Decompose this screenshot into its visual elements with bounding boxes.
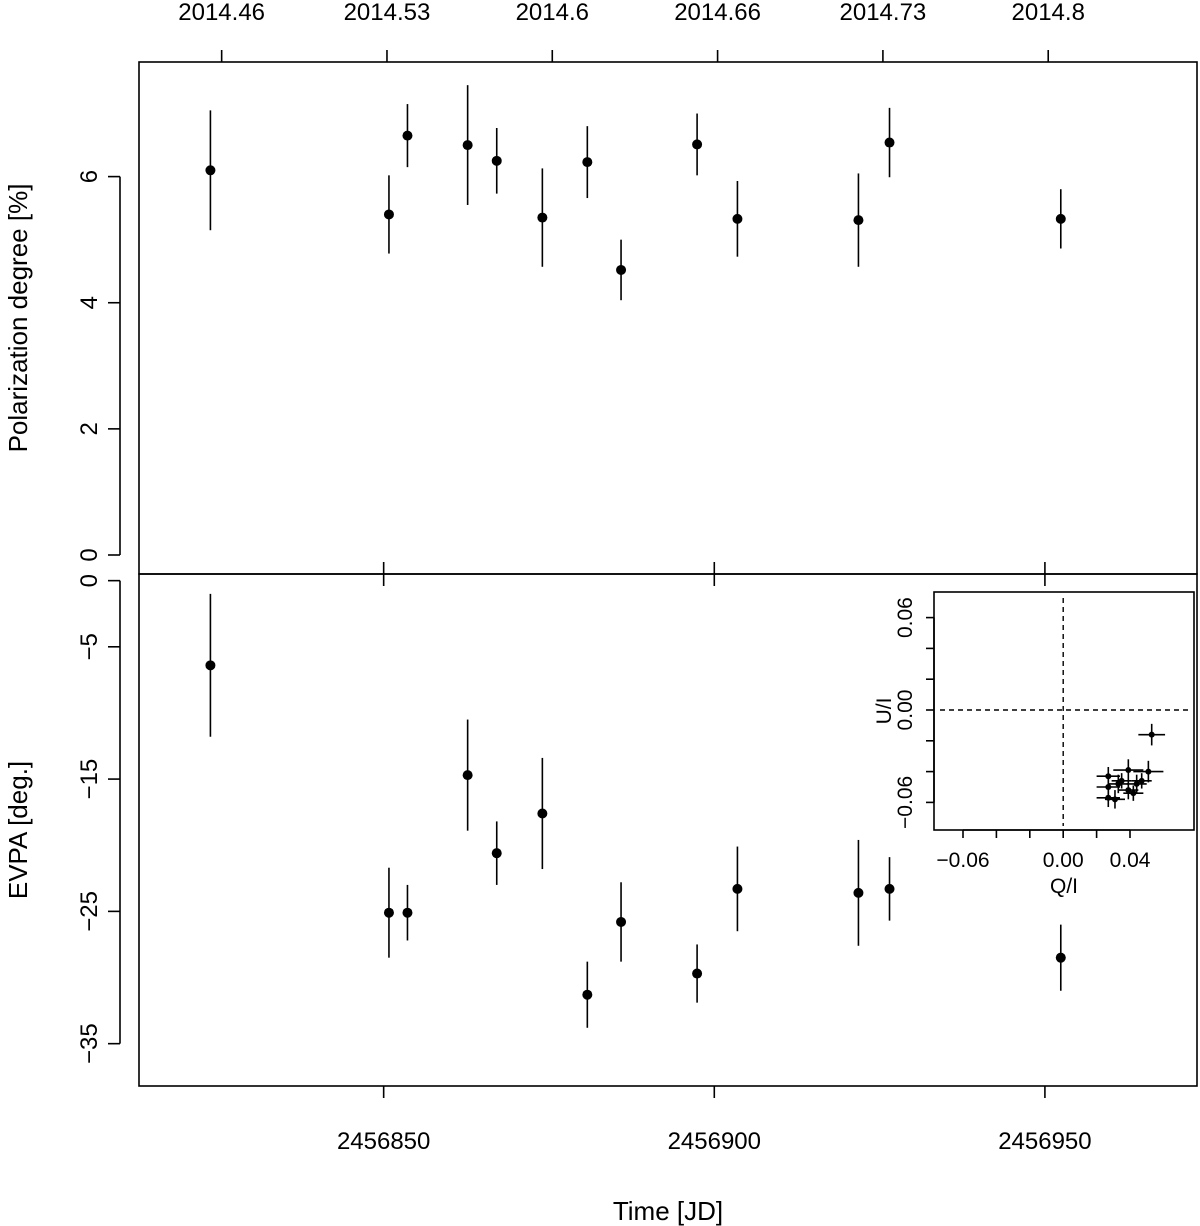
polarization-point: [205, 165, 216, 176]
top-axis-tick-label: 2014.8: [1012, 0, 1085, 26]
polarization-y-label: Polarization degree [%]: [3, 184, 33, 453]
inset-x-tick-label: 0.00: [1043, 849, 1084, 872]
inset-y-tick-label: 0.06: [894, 597, 917, 638]
polarization-point: [383, 209, 394, 220]
inset-x-tick-label: 0.04: [1110, 849, 1151, 872]
polarization-point: [616, 264, 627, 275]
evpa-y-tick-label: −35: [76, 1023, 103, 1064]
inset-point: [1125, 787, 1132, 794]
time-x-label: Time [JD]: [613, 1196, 723, 1226]
top-year-axis: 2014.46 2014.53 2014.6 2014.66 2014.73 2014.8: [178, 0, 1085, 62]
evpa-point: [616, 916, 627, 927]
polarization-point: [732, 213, 743, 224]
evpa-point: [692, 968, 703, 979]
polarization-point: [582, 157, 593, 168]
inset-point: [1145, 768, 1152, 775]
jd-x-axis: 2456850 2456900 2456950: [337, 562, 1092, 1155]
inset-y-label: U/I: [873, 698, 896, 725]
evpa-point: [884, 883, 895, 894]
polarization-y-tick-label: 0: [76, 548, 103, 561]
inset-point: [1111, 796, 1118, 803]
inset-axes: −0.06 0.00 0.04 −0.06 0.00 0.06: [894, 597, 1190, 872]
polarization-y-tick-label: 2: [76, 422, 103, 435]
polarization-point: [853, 215, 864, 226]
polarization-y-tick-label: 6: [76, 170, 103, 183]
evpa-point: [732, 883, 743, 894]
jd-x-tick-label: 2456950: [998, 1128, 1091, 1155]
evpa-point: [1055, 952, 1066, 963]
inset-point: [1148, 731, 1155, 738]
top-axis-tick-label: 2014.53: [344, 0, 431, 26]
top-axis-tick-label: 2014.73: [840, 0, 927, 26]
top-axis-tick-label: 2014.66: [674, 0, 761, 26]
top-axis-tick-label: 2014.6: [516, 0, 589, 26]
inset-x-label: Q/I: [1050, 875, 1078, 898]
evpa-y-tick-label: −5: [76, 633, 103, 660]
evpa-series: [205, 593, 1066, 1028]
evpa-y-axis: 0 −5 −15 −25 −35: [76, 574, 121, 1064]
inset-point: [1138, 777, 1145, 784]
inset-point: [1105, 784, 1112, 790]
inset-x-tick-label: −0.06: [936, 849, 989, 872]
inset-panel-frame: [933, 591, 1195, 831]
evpa-point: [491, 848, 502, 859]
evpa-point: [205, 660, 216, 671]
inset-point: [1133, 780, 1140, 787]
polarization-point: [491, 155, 502, 166]
evpa-point: [462, 770, 473, 781]
polarization-point: [884, 137, 895, 148]
jd-x-tick-label: 2456850: [337, 1128, 430, 1155]
polarization-y-axis: 0 2 4 6: [76, 170, 121, 562]
jd-x-tick-label: 2456900: [668, 1128, 761, 1155]
evpa-y-tick-label: −25: [76, 891, 103, 932]
inset-qu-series: [1096, 723, 1166, 809]
top-axis-tick-label: 2014.46: [178, 0, 265, 26]
polarization-point: [462, 140, 473, 151]
evpa-point: [537, 808, 548, 819]
inset-point: [1105, 773, 1112, 780]
inset-point: [1125, 767, 1132, 774]
polarization-point: [1055, 213, 1066, 224]
polarization-point: [537, 212, 548, 223]
evpa-y-label: EVPA [deg.]: [3, 761, 33, 899]
evpa-point: [402, 907, 413, 918]
evpa-point: [853, 887, 864, 898]
evpa-point: [383, 907, 394, 918]
top-panel-frame: [138, 61, 1198, 575]
inset-point: [1130, 790, 1137, 797]
polarization-point: [402, 130, 413, 141]
polarization-point: [692, 139, 703, 150]
evpa-point: [582, 989, 593, 1000]
inset-y-tick-label: −0.06: [894, 776, 917, 829]
inset-y-tick-label: 0.00: [894, 690, 917, 731]
polarization-y-tick-label: 4: [76, 296, 103, 309]
polarization-series: [205, 85, 1066, 301]
evpa-y-tick-label: −15: [76, 759, 103, 800]
bottom-panel-frame: [138, 573, 1198, 1087]
evpa-y-tick-label: 0: [76, 574, 103, 587]
inset-point: [1118, 777, 1125, 784]
